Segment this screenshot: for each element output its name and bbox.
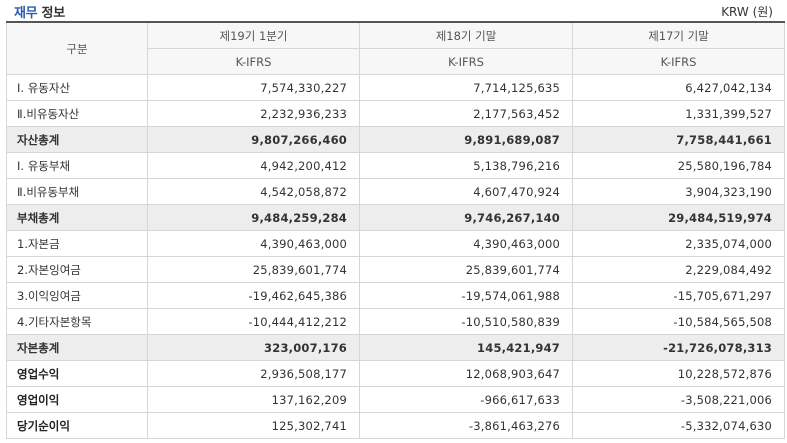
- corner-label: 구분: [6, 21, 148, 75]
- currency-unit: KRW (원): [721, 5, 773, 19]
- row-label: Ⅱ.비유동부채: [6, 178, 148, 205]
- financial-table: 구분 제19기 1분기 제18기 기말 제17기 기말 K-IFRS K-IFR…: [6, 21, 785, 439]
- table-row: Ⅱ.비유동자산 2,232,936,233 2,177,563,452 1,331,3…: [6, 100, 785, 127]
- row-label: 2.자본잉여금: [6, 256, 148, 283]
- table-row: 영업이익 137,162,209 -966,617,633 -3,508,221,00…: [6, 386, 785, 413]
- value-cell: -10,584,565,508: [572, 308, 785, 335]
- value-cell: 4,607,470,924: [359, 178, 573, 205]
- row-label: 자산총계: [6, 126, 148, 153]
- section-title-rest: 정보: [37, 6, 66, 21]
- value-cell: 2,177,563,452: [359, 100, 573, 127]
- value-cell: 29,484,519,974: [572, 204, 785, 231]
- value-cell: -19,462,645,386: [147, 282, 360, 309]
- table-row: Ⅰ. 유동자산 7,574,330,227 7,714,125,635 6,427,0…: [6, 74, 785, 101]
- row-label: 부채총계: [6, 204, 148, 231]
- value-cell: 4,942,200,412: [147, 152, 360, 179]
- row-label: 영업이익: [6, 386, 148, 413]
- table-body: Ⅰ. 유동자산 7,574,330,227 7,714,125,635 6,427,0…: [6, 74, 785, 439]
- value-cell: 25,839,601,774: [147, 256, 360, 283]
- value-cell: -5,332,074,630: [572, 412, 785, 439]
- value-cell: 2,229,084,492: [572, 256, 785, 283]
- value-cell: -966,617,633: [359, 386, 573, 413]
- value-cell: 6,427,042,134: [572, 74, 785, 101]
- value-cell: 137,162,209: [147, 386, 360, 413]
- standard-header-row: K-IFRS K-IFRS K-IFRS: [7, 48, 785, 75]
- table-row: 당기순이익 125,302,741 -3,861,463,276 -5,332,074…: [6, 412, 785, 439]
- value-cell: 7,758,441,661: [572, 126, 785, 153]
- value-cell: 5,138,796,216: [359, 152, 573, 179]
- value-cell: 7,714,125,635: [359, 74, 573, 101]
- section-title-accent: 재무: [14, 6, 38, 21]
- table-row: 1.자본금 4,390,463,000 4,390,463,000 2,335,074…: [6, 230, 785, 257]
- row-label: 자본총계: [6, 334, 148, 361]
- row-label: Ⅰ. 유동부채: [6, 152, 148, 179]
- table-row: Ⅱ.비유동부채 4,542,058,872 4,607,470,924 3,904,3…: [6, 178, 785, 205]
- value-cell: -3,861,463,276: [359, 412, 573, 439]
- value-cell: 9,891,689,087: [359, 126, 573, 153]
- value-cell: 1,331,399,527: [572, 100, 785, 127]
- value-cell: 125,302,741: [147, 412, 360, 439]
- period-header: 제18기 기말: [359, 21, 573, 49]
- value-cell: 2,335,074,000: [572, 230, 785, 257]
- period-header: 제19기 1분기: [147, 21, 360, 49]
- value-cell: -3,508,221,006: [572, 386, 785, 413]
- value-cell: 2,936,508,177: [147, 360, 360, 387]
- table-row: 부채총계 9,484,259,284 9,746,267,140 29,484,519…: [6, 204, 785, 231]
- table-row: 4.기타자본항목 -10,444,412,212 -10,510,580,839 -1…: [6, 308, 785, 335]
- standard-header: K-IFRS: [572, 48, 785, 75]
- row-label: 1.자본금: [6, 230, 148, 257]
- value-cell: 12,068,903,647: [359, 360, 573, 387]
- value-cell: 25,839,601,774: [359, 256, 573, 283]
- row-label: 당기순이익: [6, 412, 148, 439]
- period-header: 제17기 기말: [572, 21, 785, 49]
- value-cell: -10,444,412,212: [147, 308, 360, 335]
- value-cell: -15,705,671,297: [572, 282, 785, 309]
- standard-header: K-IFRS: [147, 48, 360, 75]
- value-cell: 145,421,947: [359, 334, 573, 361]
- period-header-row: 구분 제19기 1분기 제18기 기말 제17기 기말: [6, 21, 785, 75]
- value-cell: 25,580,196,784: [572, 152, 785, 179]
- row-label: 영업수익: [6, 360, 148, 387]
- value-cell: 7,574,330,227: [147, 74, 360, 101]
- table-row: 3.이익잉여금 -19,462,645,386 -19,574,061,988 -15…: [6, 282, 785, 309]
- value-cell: -19,574,061,988: [359, 282, 573, 309]
- value-cell: 4,542,058,872: [147, 178, 360, 205]
- table-row: 영업수익 2,936,508,177 12,068,903,647 10,228,57…: [6, 360, 785, 387]
- row-label: Ⅱ.비유동자산: [6, 100, 148, 127]
- value-cell: -10,510,580,839: [359, 308, 573, 335]
- section-header: 재무 정보 KRW (원): [0, 0, 787, 22]
- value-cell: 323,007,176: [147, 334, 360, 361]
- section-title: 재무 정보: [14, 2, 65, 21]
- value-cell: 3,904,323,190: [572, 178, 785, 205]
- table-row: 자산총계 9,807,266,460 9,891,689,087 7,758,441,…: [6, 126, 785, 153]
- value-cell: -21,726,078,313: [572, 334, 785, 361]
- value-cell: 9,746,267,140: [359, 204, 573, 231]
- value-cell: 4,390,463,000: [359, 230, 573, 257]
- row-label: Ⅰ. 유동자산: [6, 74, 148, 101]
- table-row: Ⅰ. 유동부채 4,942,200,412 5,138,796,216 25,580,…: [6, 152, 785, 179]
- value-cell: 9,807,266,460: [147, 126, 360, 153]
- value-cell: 10,228,572,876: [572, 360, 785, 387]
- table-row: 2.자본잉여금 25,839,601,774 25,839,601,774 2,229…: [6, 256, 785, 283]
- table-row: 자본총계 323,007,176 145,421,947 -21,726,078,31…: [6, 334, 785, 361]
- value-cell: 9,484,259,284: [147, 204, 360, 231]
- row-label: 3.이익잉여금: [6, 282, 148, 309]
- standard-header: K-IFRS: [359, 48, 573, 75]
- value-cell: 4,390,463,000: [147, 230, 360, 257]
- value-cell: 2,232,936,233: [147, 100, 360, 127]
- row-label: 4.기타자본항목: [6, 308, 148, 335]
